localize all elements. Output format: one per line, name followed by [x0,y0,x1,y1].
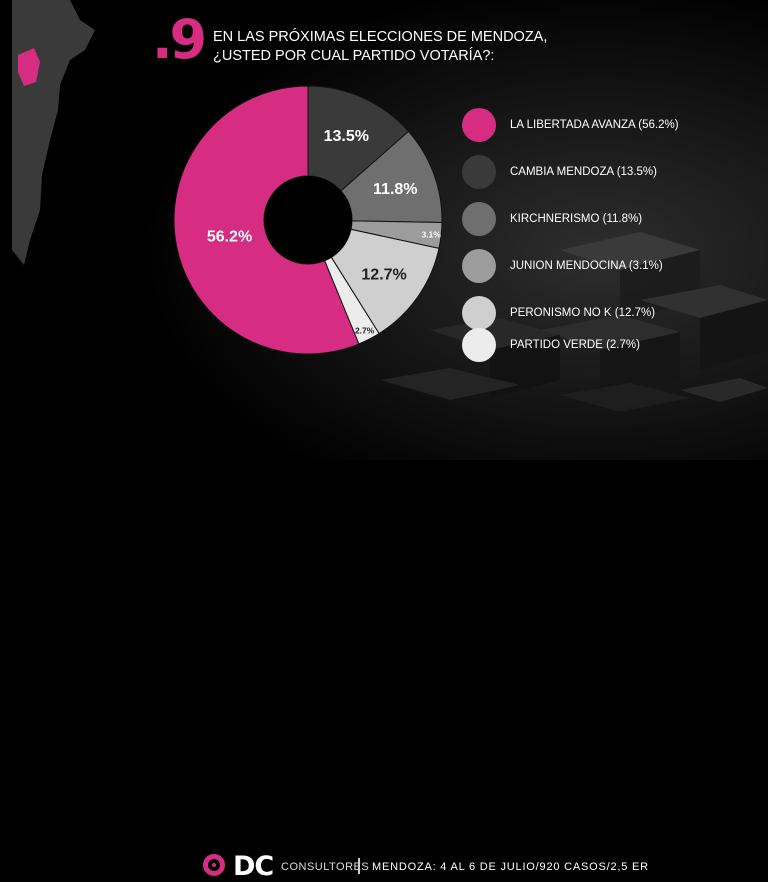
data-label: 56.2% [207,228,252,245]
question-title-line1: EN LAS PRÓXIMAS ELECCIONES DE MENDOZA, [213,29,548,45]
question-number: .9 [152,8,207,71]
brand-name: DC [233,851,274,882]
cube-blocks [380,232,768,412]
legend-label: JUNION MENDOCINA (3.1%) [510,260,663,272]
data-label: 2.7% [355,325,375,335]
background-graphic [0,0,768,460]
donut-chart: 56.2% 13.5% 11.8% 3.1% 12.7% 2.7% [173,85,443,355]
question-title-line2: ¿USTED POR CUAL PARTIDO VOTARÍA?: [213,48,495,64]
legend-item: CAMBIA MENDOZA (13.5%) [462,155,752,191]
legend-label: PARTIDO VERDE (2.7%) [510,339,640,351]
survey-info: MENDOZA: 4 AL 6 DE JULIO/920 CASOS/2,5 E… [372,861,649,873]
data-label: 3.1% [421,229,441,239]
legend-label: KIRCHNERISMO (11.8%) [510,213,643,225]
question-title: EN LAS PRÓXIMAS ELECCIONES DE MENDOZA, ¿… [213,28,553,66]
brand-subtitle: CONSULTORES [281,861,370,873]
donut-hole [264,176,352,264]
legend-swatch [462,328,496,362]
argentina-map-silhouette [12,0,95,265]
legend-swatch [462,296,496,330]
legend-label: PERONISMO NO K (12.7%) [510,307,656,319]
legend-item: LA LIBERTADA AVANZA (56.2%) [462,108,752,144]
legend-item: PERONISMO NO K (12.7%) [462,296,752,332]
dc-logo-icon [203,854,225,876]
data-label: 11.8% [373,181,417,198]
data-label: 12.7% [361,266,406,283]
data-label: 13.5% [324,128,369,145]
legend-swatch [462,155,496,189]
legend-swatch [462,108,496,142]
footer: DC CONSULTORES MENDOZA: 4 AL 6 DE JULIO/… [0,420,768,882]
legend-swatch [462,202,496,236]
legend-label: LA LIBERTADA AVANZA (56.2%) [510,119,679,131]
legend-swatch [462,249,496,283]
footer-separator [358,858,360,874]
legend-item: JUNION MENDOCINA (3.1%) [462,249,752,285]
legend-item: PARTIDO VERDE (2.7%) [462,328,752,364]
legend-label: CAMBIA MENDOZA (13.5%) [510,166,657,178]
legend-item: KIRCHNERISMO (11.8%) [462,202,752,238]
